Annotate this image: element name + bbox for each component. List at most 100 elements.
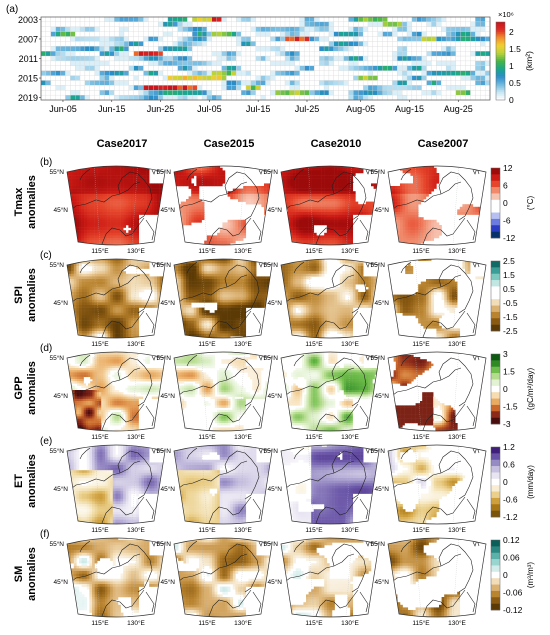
- heatmap-cell: [451, 17, 456, 22]
- map-cell: [337, 220, 340, 223]
- map-cell: [309, 163, 312, 166]
- heatmap-cell: [139, 56, 144, 61]
- map-cell: [89, 186, 92, 189]
- heatmap-cell: [407, 80, 412, 85]
- heatmap-cell: [305, 66, 310, 71]
- heatmap-cell: [451, 32, 456, 37]
- map-cell: [186, 199, 189, 202]
- map-cell: [342, 199, 345, 202]
- map-cell: [468, 163, 471, 166]
- map-cell: [144, 258, 147, 261]
- heatmap-cell: [392, 95, 397, 100]
- map-cell: [118, 258, 121, 261]
- map-cell: [92, 204, 95, 207]
- heatmap-cell: [51, 80, 56, 85]
- map-cell: [157, 196, 160, 199]
- map-cell: [327, 183, 330, 186]
- map-cell: [97, 170, 100, 173]
- heatmap-cell: [124, 66, 129, 71]
- map-cell: [97, 196, 100, 199]
- row-sublabel: anomalies: [26, 175, 38, 229]
- map-cell: [178, 181, 181, 184]
- map-cell: [387, 222, 390, 225]
- map-cell: [152, 209, 155, 212]
- map-cell: [306, 235, 309, 238]
- map-cell: [199, 209, 202, 212]
- heatmap-cell: [129, 80, 134, 85]
- map-cell: [400, 217, 403, 220]
- heatmap-cell: [329, 17, 334, 22]
- heatmap-cell: [202, 80, 207, 85]
- map-cell: [131, 241, 134, 244]
- map-cell: [144, 196, 147, 199]
- map-cell: [95, 183, 98, 186]
- map-cell: [296, 202, 299, 205]
- heatmap-cell: [344, 66, 349, 71]
- map-cell: [102, 228, 105, 231]
- map-cell: [311, 163, 314, 166]
- heatmap-cell: [129, 61, 134, 66]
- map-cell: [327, 235, 330, 238]
- map-cell: [421, 217, 424, 220]
- heatmap-cell: [178, 37, 183, 42]
- map-cell: [123, 212, 126, 215]
- map-cell: [416, 225, 419, 228]
- map-cell: [290, 225, 293, 228]
- map-cell: [118, 215, 121, 218]
- heatmap-cell: [163, 22, 168, 27]
- map-cell: [95, 194, 98, 197]
- map-cell: [126, 207, 129, 210]
- map-cell: [309, 191, 312, 194]
- map-cell: [342, 202, 345, 205]
- heatmap-cell: [114, 61, 119, 66]
- map-cell: [416, 241, 419, 244]
- map-cell: [84, 209, 87, 212]
- colorbar-swatch: [491, 174, 500, 181]
- map-cell: [418, 181, 421, 184]
- heatmap-cell: [163, 71, 168, 76]
- heatmap-cell: [383, 61, 388, 66]
- map-cell: [108, 258, 111, 261]
- heatmap-cell: [246, 37, 251, 42]
- map-cell: [379, 183, 382, 186]
- heatmap-cell: [373, 41, 378, 46]
- map-cell: [311, 207, 314, 210]
- heatmap-cell: [148, 71, 153, 76]
- map-cell: [100, 178, 103, 181]
- map-cell: [87, 207, 90, 210]
- map-cell: [322, 183, 325, 186]
- heatmap-cell: [168, 80, 173, 85]
- colorbar-swatch: [496, 34, 505, 36]
- map-cell: [340, 191, 343, 194]
- heatmap-cell: [339, 51, 344, 56]
- map-cell: [429, 178, 432, 181]
- heatmap-cell: [441, 85, 446, 90]
- map-cell: [144, 183, 147, 186]
- map-cell: [108, 191, 111, 194]
- map-cell: [115, 170, 118, 173]
- heatmap-cell: [70, 32, 75, 37]
- map-cell: [121, 215, 124, 218]
- map-cell: [134, 217, 137, 220]
- map-cell: [431, 165, 434, 168]
- heatmap-cell: [163, 46, 168, 51]
- map-cell: [329, 209, 332, 212]
- map-cell: [194, 191, 197, 194]
- map-cell: [202, 207, 205, 210]
- map-cell: [285, 238, 288, 241]
- heatmap-cell: [417, 80, 422, 85]
- heatmap-cell: [378, 80, 383, 85]
- heatmap-cell: [163, 56, 168, 61]
- map-cell: [350, 212, 353, 215]
- map-cell: [71, 165, 74, 168]
- map-cell: [136, 204, 139, 207]
- map-cell: [139, 160, 142, 163]
- heatmap-cell: [168, 46, 173, 51]
- map-cell: [194, 189, 197, 192]
- map-cell: [423, 178, 426, 181]
- heatmap-cell: [412, 46, 417, 51]
- map-cell: [126, 170, 129, 173]
- map-cell: [421, 163, 424, 166]
- heatmap-cell: [192, 80, 197, 85]
- heatmap-cell: [231, 90, 236, 95]
